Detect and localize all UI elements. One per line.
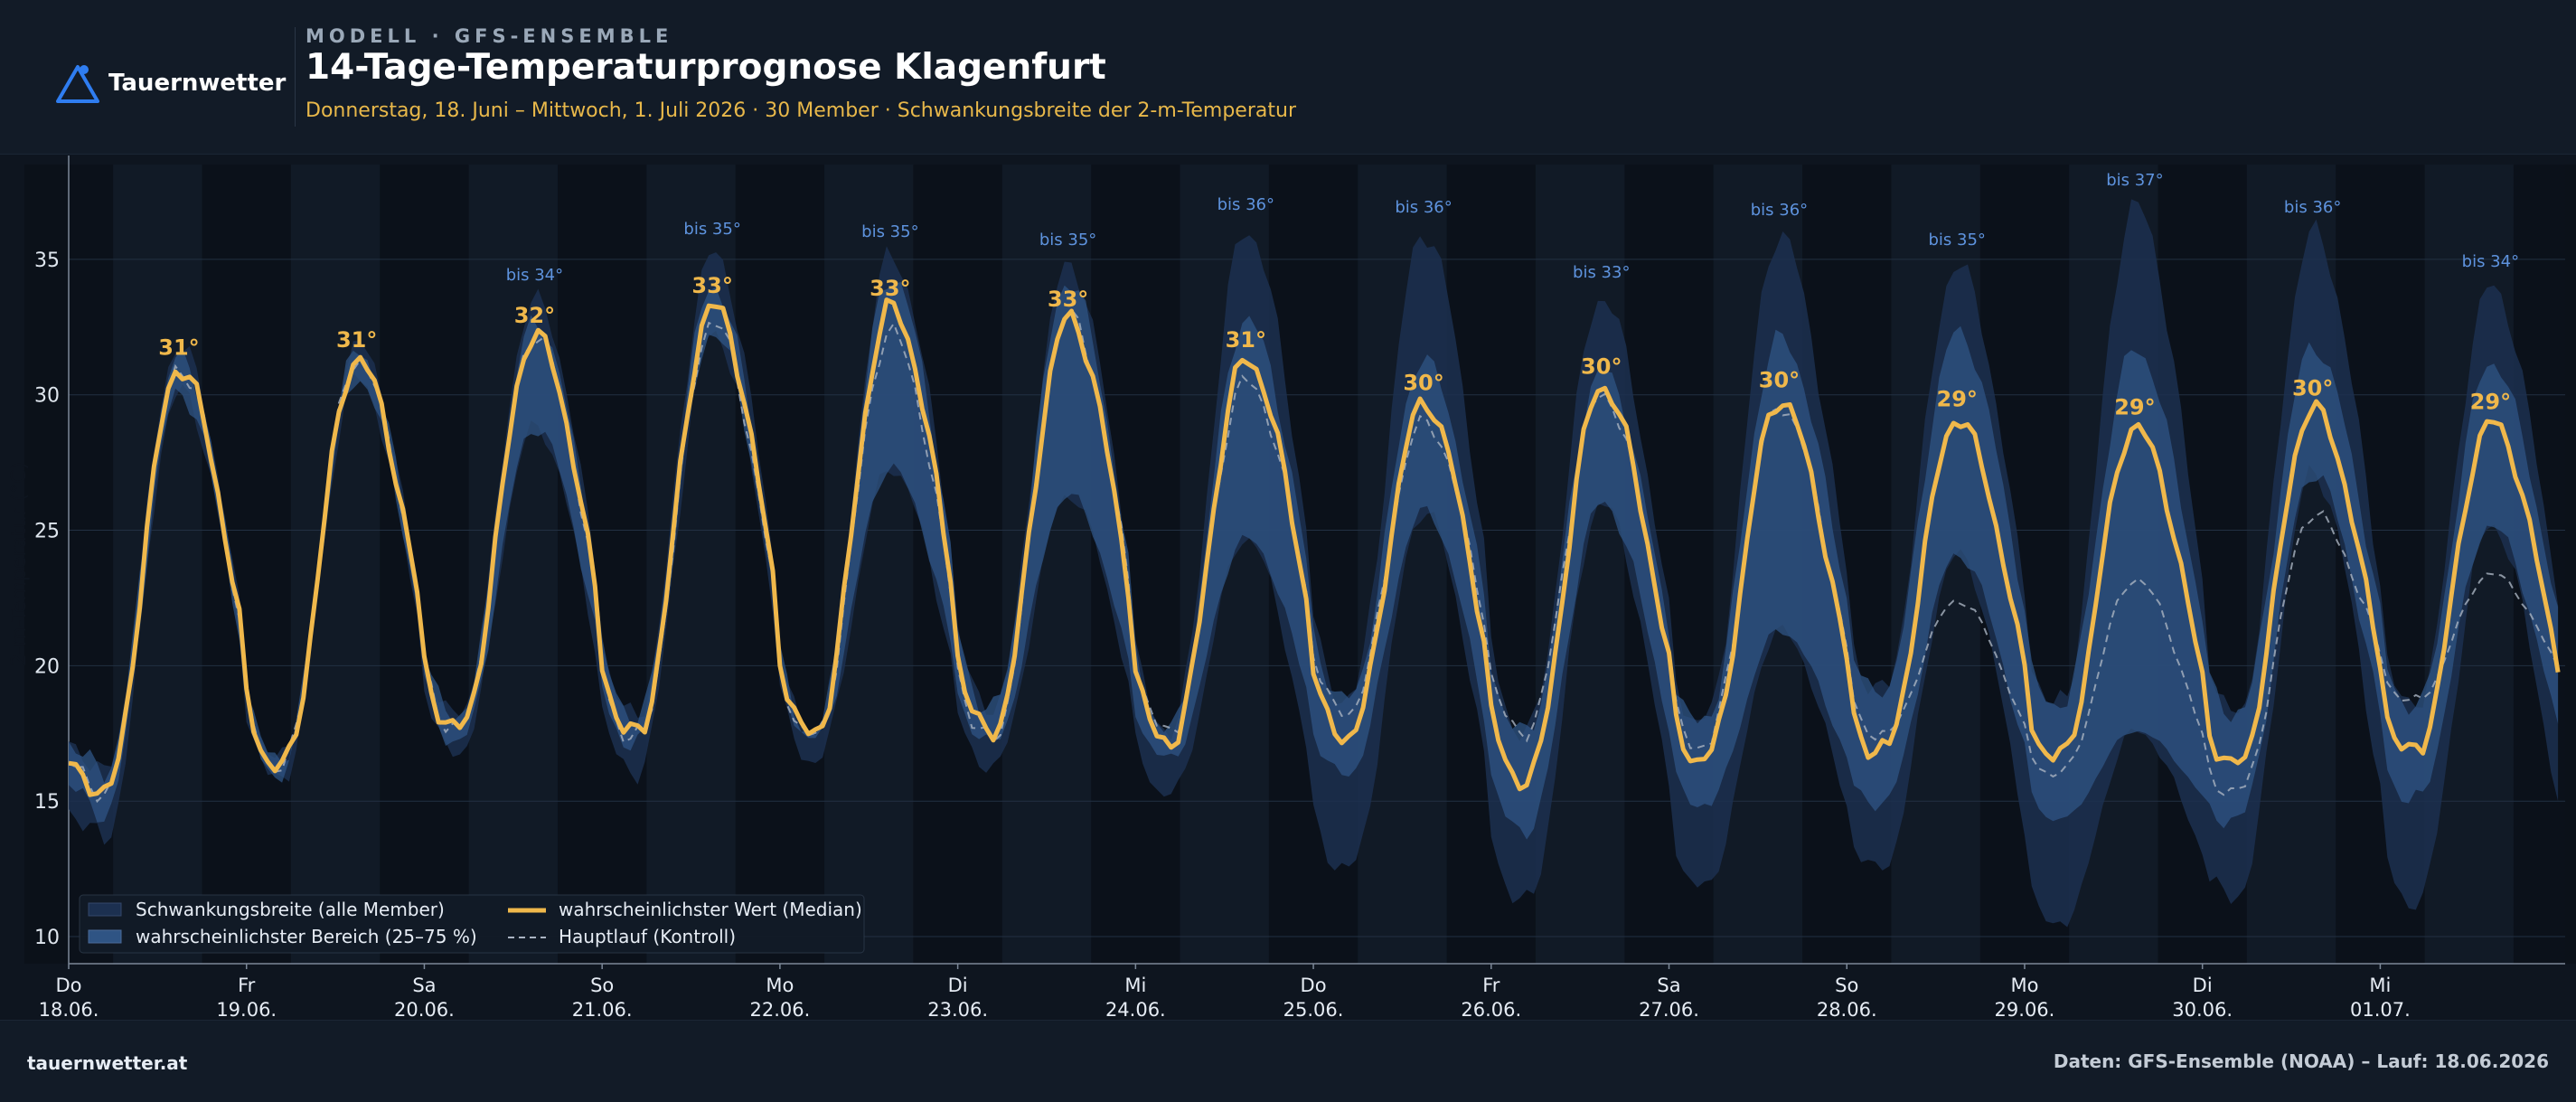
x-tick-weekday: Di [2193, 975, 2213, 996]
max-label: bis 33° [1573, 263, 1630, 282]
x-tick-weekday: Sa [1657, 975, 1680, 996]
peak-label: 33° [870, 276, 910, 301]
footer-source: Daten: GFS-Ensemble (NOAA) – Lauf: 18.06… [2053, 1050, 2549, 1072]
night-shade [735, 165, 825, 964]
legend-label-control: Hauptlauf (Kontroll) [559, 926, 736, 947]
peak-label: 31° [336, 327, 377, 353]
x-tick-date: 26.06. [1461, 999, 1521, 1020]
x-tick-date: 20.06. [394, 999, 455, 1020]
y-tick-label: 15 [34, 791, 60, 814]
max-label: bis 34° [2462, 252, 2519, 271]
peak-label: 30° [1759, 368, 1800, 393]
page-title: 14-Tage-Temperaturprognose Klagenfurt [306, 47, 1106, 88]
y-tick-label: 25 [34, 521, 60, 543]
x-tick-weekday: Mi [2369, 975, 2391, 996]
max-label: bis 36° [2284, 198, 2341, 217]
x-tick-weekday: Di [948, 975, 968, 996]
night-shade [913, 165, 1002, 964]
peak-label: 33° [691, 273, 732, 298]
peak-label: 30° [2292, 376, 2333, 401]
legend-label-25-75: wahrscheinlichster Bereich (25–75 %) [136, 926, 477, 947]
peak-label: 30° [1403, 371, 1443, 396]
footer: tauernwetter.at Daten: GFS-Ensemble (NOA… [0, 1020, 2576, 1102]
y-tick-label: 35 [34, 250, 60, 272]
x-tick-date: 24.06. [1105, 999, 1166, 1020]
band-25-75 [69, 281, 2559, 840]
x-tick-weekday: Fr [238, 975, 256, 996]
model-eyebrow: MODELL · GFS-ENSEMBLE [306, 25, 673, 47]
x-tick-date: 27.06. [1639, 999, 1699, 1020]
peak-label: 33° [1048, 287, 1088, 312]
x-tick-weekday: Do [55, 975, 81, 996]
legend: Schwankungsbreite (alle Member) wahrschei… [79, 894, 865, 954]
x-tick-date: 19.06. [216, 999, 277, 1020]
x-tick-weekday: Sa [412, 975, 436, 996]
x-tick-weekday: Mi [1124, 975, 1146, 996]
x-tick-weekday: So [1835, 975, 1858, 996]
x-tick-date: 01.07. [2350, 999, 2411, 1020]
x-tick-date: 25.06. [1283, 999, 1344, 1020]
peak-label: 30° [1581, 354, 1622, 380]
legend-label-median: wahrscheinlichster Wert (Median) [559, 899, 862, 920]
header: Tauernwetter MODELL · GFS-ENSEMBLE 14-Ta… [0, 0, 2576, 155]
x-tick-date: 29.06. [1995, 999, 2055, 1020]
max-label: bis 36° [1395, 198, 1452, 217]
max-label: bis 34° [506, 266, 563, 285]
legend-swatch-25-75 [88, 929, 122, 944]
temperature-chart: 10 15 20 25 30 35 2-m-Temperatur (°C) 31° 31° 32°… [8, 155, 2576, 1020]
x-tick-weekday: Mo [766, 975, 794, 996]
max-label: bis 36° [1751, 201, 1808, 220]
median-line [69, 297, 2561, 797]
y-axis-label: 2-m-Temperatur (°C) [8, 462, 31, 666]
peak-label: 32° [514, 303, 555, 328]
night-shade [202, 165, 291, 964]
y-tick-label: 30 [34, 385, 60, 408]
legend-label-all-members: Schwankungsbreite (alle Member) [136, 899, 445, 920]
x-tick-date: 30.06. [2172, 999, 2233, 1020]
y-tick-label: 20 [34, 655, 60, 678]
legend-swatch-all-members [88, 902, 122, 917]
max-label: bis 35° [1928, 231, 1985, 250]
x-tick-weekday: Fr [1482, 975, 1500, 996]
night-shade [380, 165, 469, 964]
x-tick-date: 21.06. [572, 999, 633, 1020]
x-tick-date: 23.06. [927, 999, 988, 1020]
peak-label: 29° [2114, 395, 2155, 420]
peak-label: 31° [158, 335, 199, 361]
peak-label: 29° [1937, 387, 1978, 412]
x-tick-weekday: Do [1301, 975, 1327, 996]
max-label: bis 36° [1217, 195, 1274, 214]
x-tick-date: 22.06. [749, 999, 810, 1020]
peak-label: 29° [2470, 390, 2511, 415]
page-subtitle: Donnerstag, 18. Juni – Mittwoch, 1. Juli… [306, 99, 1296, 122]
max-label: bis 37° [2106, 171, 2163, 190]
y-tick-label: 10 [34, 927, 60, 949]
brand-name: Tauernwetter [108, 70, 287, 97]
x-tick-date: 18.06. [39, 999, 99, 1020]
mountain-logo-icon [56, 65, 99, 103]
legend-box [79, 894, 865, 954]
max-label: bis 35° [861, 222, 918, 241]
peak-label: 31° [1226, 327, 1266, 353]
brand[interactable]: Tauernwetter [54, 56, 286, 110]
max-label: bis 35° [1039, 231, 1096, 250]
header-divider [295, 27, 296, 127]
footer-site[interactable]: tauernwetter.at [27, 1052, 188, 1074]
max-label: bis 35° [683, 220, 740, 239]
series-group [69, 199, 2561, 928]
x-tick-weekday: So [590, 975, 614, 996]
night-shade [557, 165, 647, 964]
x-tick-weekday: Mo [2010, 975, 2038, 996]
x-tick-date: 28.06. [1817, 999, 1877, 1020]
